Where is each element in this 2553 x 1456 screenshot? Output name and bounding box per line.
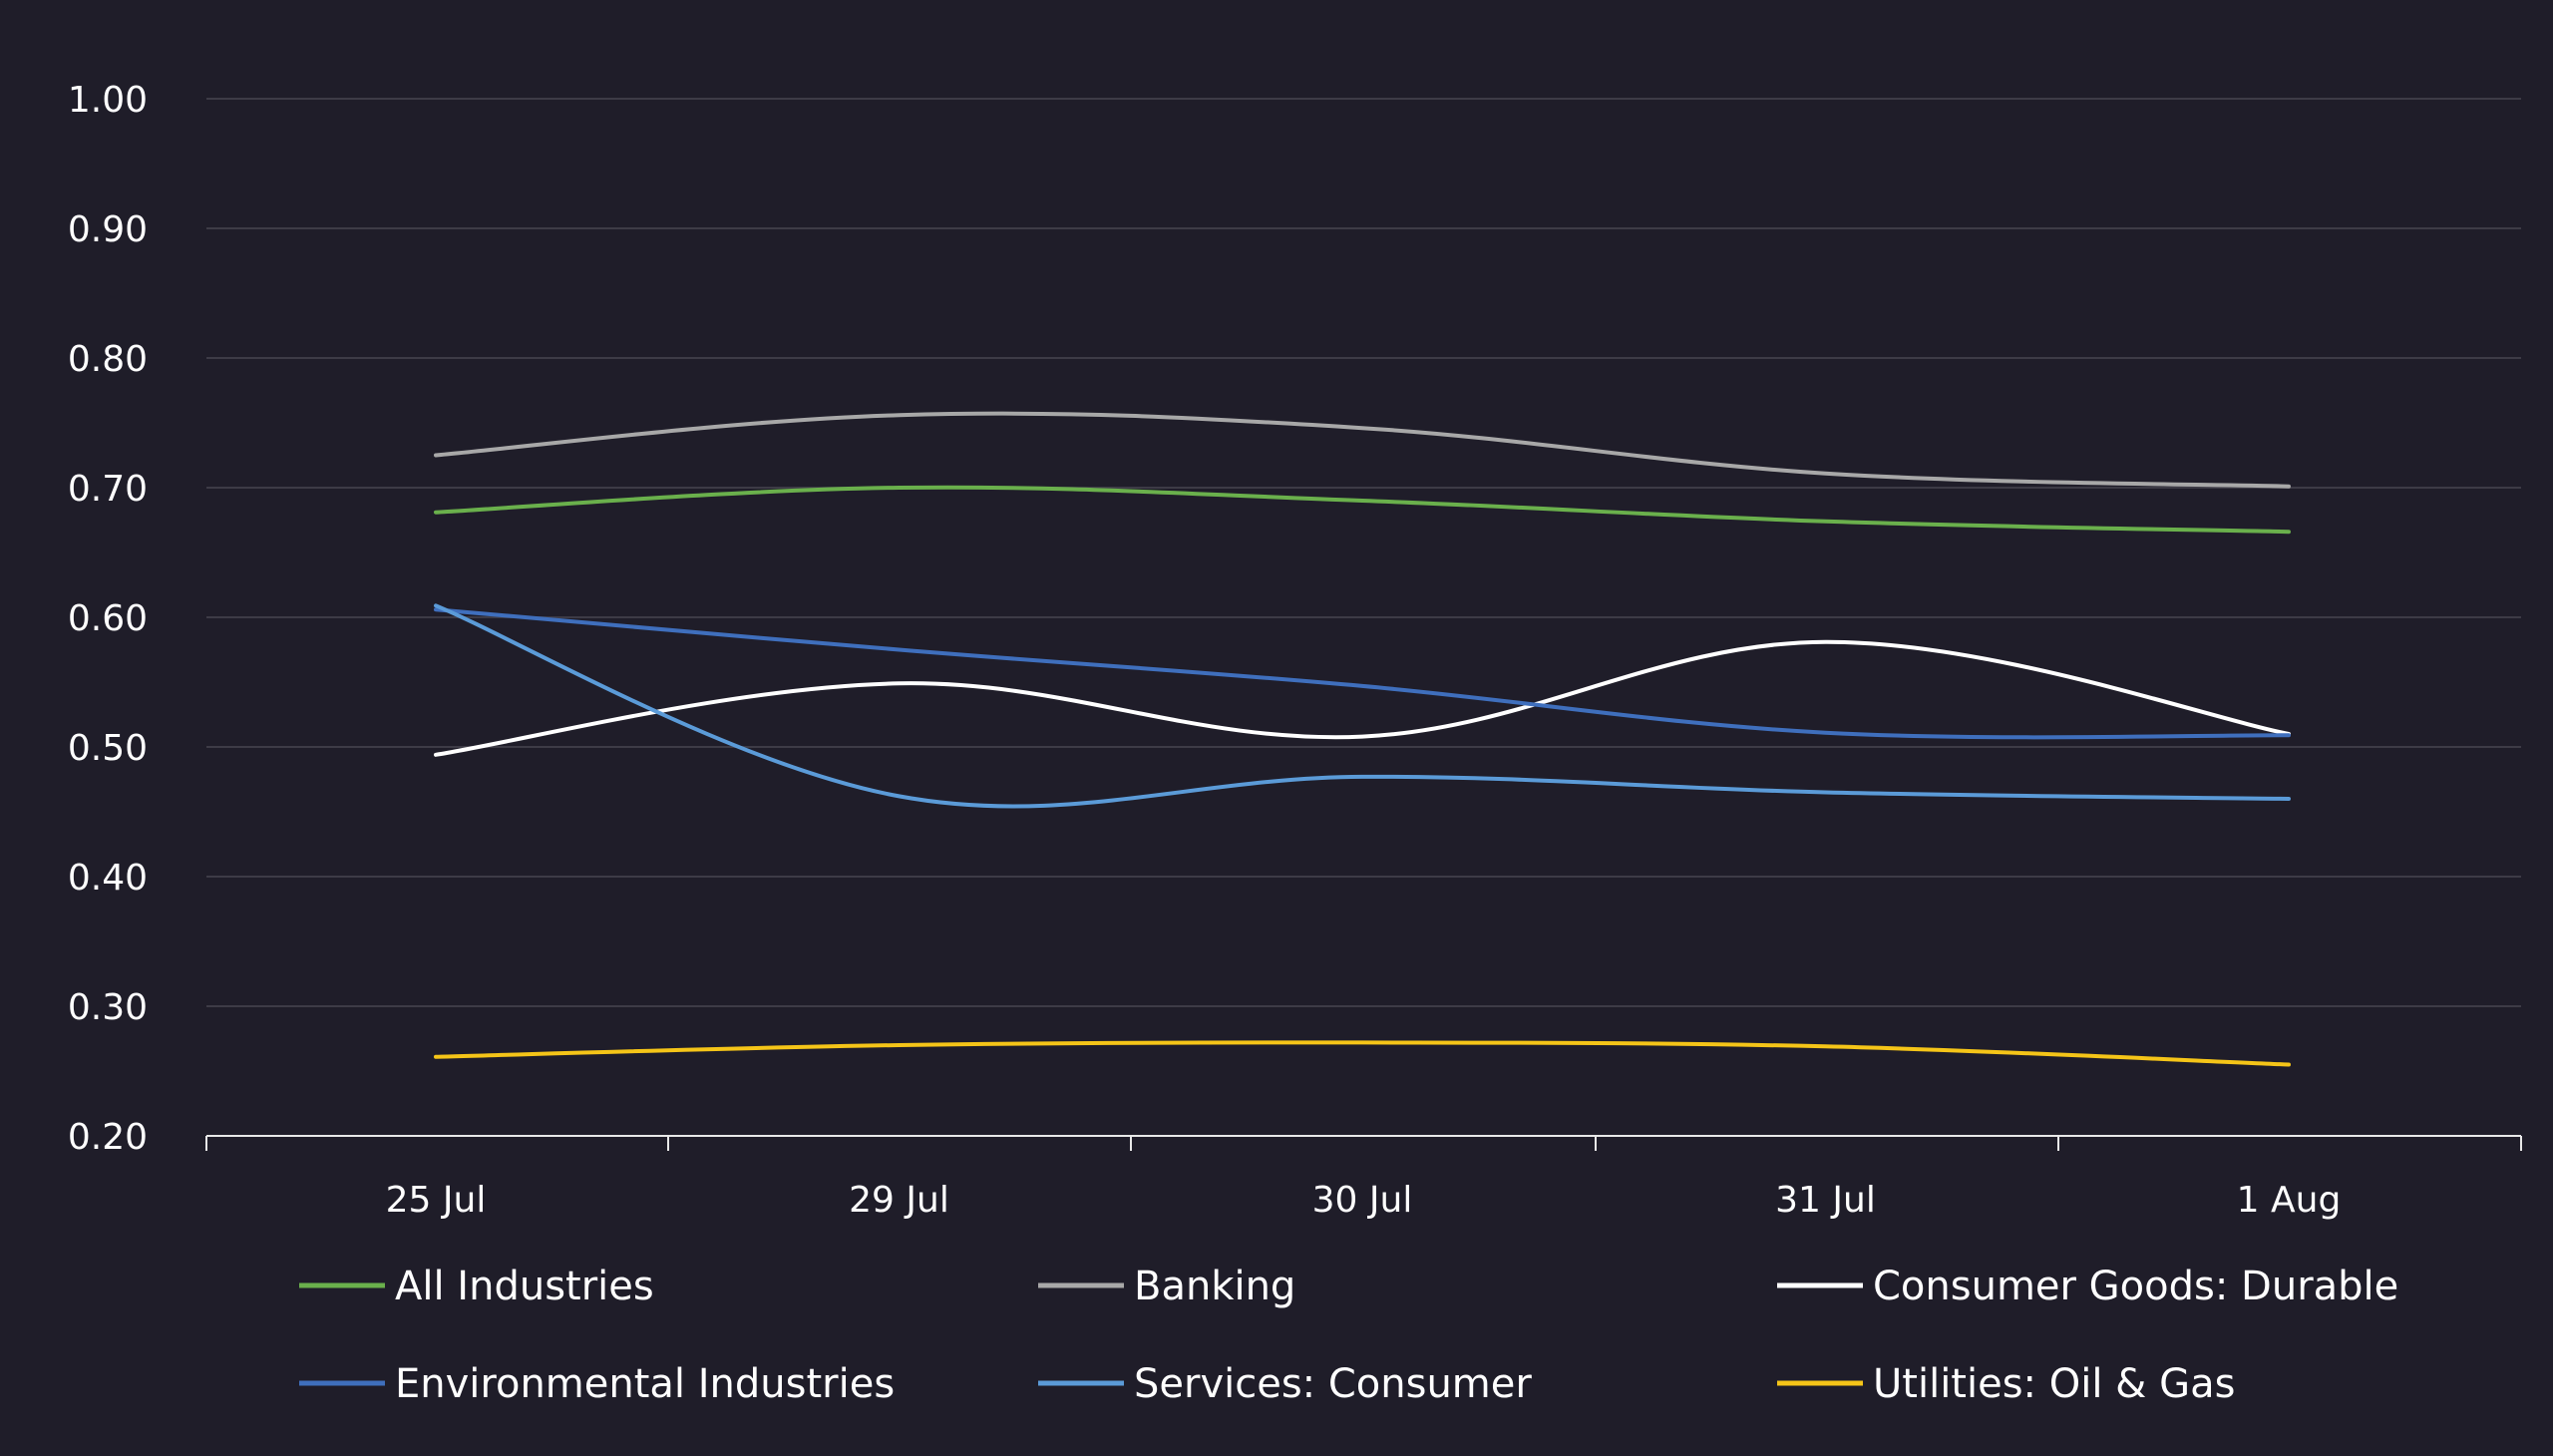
legend-label: Consumer Goods: Durable — [1873, 1264, 2398, 1309]
legend-label: Services: Consumer — [1134, 1361, 1532, 1407]
x-axis — [205, 1135, 2522, 1151]
series-line-all-industries — [434, 485, 2291, 535]
legend-label: Utilities: Oil & Gas — [1873, 1361, 2235, 1407]
x-axis-ticks: 25 Jul 29 Jul 30 Jul 31 Jul 1 Aug — [386, 1180, 2342, 1221]
legend-label: Banking — [1134, 1264, 1295, 1309]
gridlines — [206, 98, 2521, 1007]
series-lines — [434, 411, 2291, 1067]
series-line-environmental-industries — [434, 607, 2291, 740]
legend: All Industries Banking Consumer Goods: Dur… — [299, 1264, 2398, 1407]
y-tick-label: 0.60 — [68, 598, 148, 639]
y-tick-label: 0.40 — [68, 858, 148, 899]
y-tick-label: 0.80 — [68, 339, 148, 380]
series-line-services-consumer — [434, 603, 2291, 809]
legend-label: All Industries — [395, 1264, 654, 1309]
legend-item-utilities-oil-gas[interactable]: Utilities: Oil & Gas — [1777, 1361, 2235, 1407]
legend-label: Environmental Industries — [395, 1361, 895, 1407]
y-tick-label: 0.30 — [68, 987, 148, 1028]
y-tick-label: 0.20 — [68, 1117, 148, 1158]
y-axis-ticks: 1.00 0.90 0.80 0.70 0.60 0.50 0.40 0.30 0.20 — [68, 80, 148, 1158]
legend-item-consumer-goods-durable[interactable]: Consumer Goods: Durable — [1777, 1264, 2398, 1309]
y-tick-label: 0.70 — [68, 469, 148, 510]
x-tick-label: 29 Jul — [849, 1180, 949, 1221]
x-tick-label: 31 Jul — [1775, 1180, 1876, 1221]
legend-item-all-industries[interactable]: All Industries — [299, 1264, 654, 1309]
legend-item-environmental-industries[interactable]: Environmental Industries — [299, 1361, 895, 1407]
y-tick-label: 0.50 — [68, 728, 148, 769]
series-line-consumer-goods-durable — [434, 639, 2291, 757]
x-tick-label: 25 Jul — [386, 1180, 487, 1221]
legend-item-banking[interactable]: Banking — [1038, 1264, 1295, 1309]
series-line-banking — [434, 411, 2291, 489]
y-tick-label: 0.90 — [68, 209, 148, 250]
legend-item-services-consumer[interactable]: Services: Consumer — [1038, 1361, 1532, 1407]
x-tick-label: 30 Jul — [1312, 1180, 1413, 1221]
y-tick-label: 1.00 — [68, 80, 148, 121]
x-tick-label: 1 Aug — [2237, 1180, 2342, 1221]
series-line-utilities-oil-gas — [434, 1040, 2291, 1067]
